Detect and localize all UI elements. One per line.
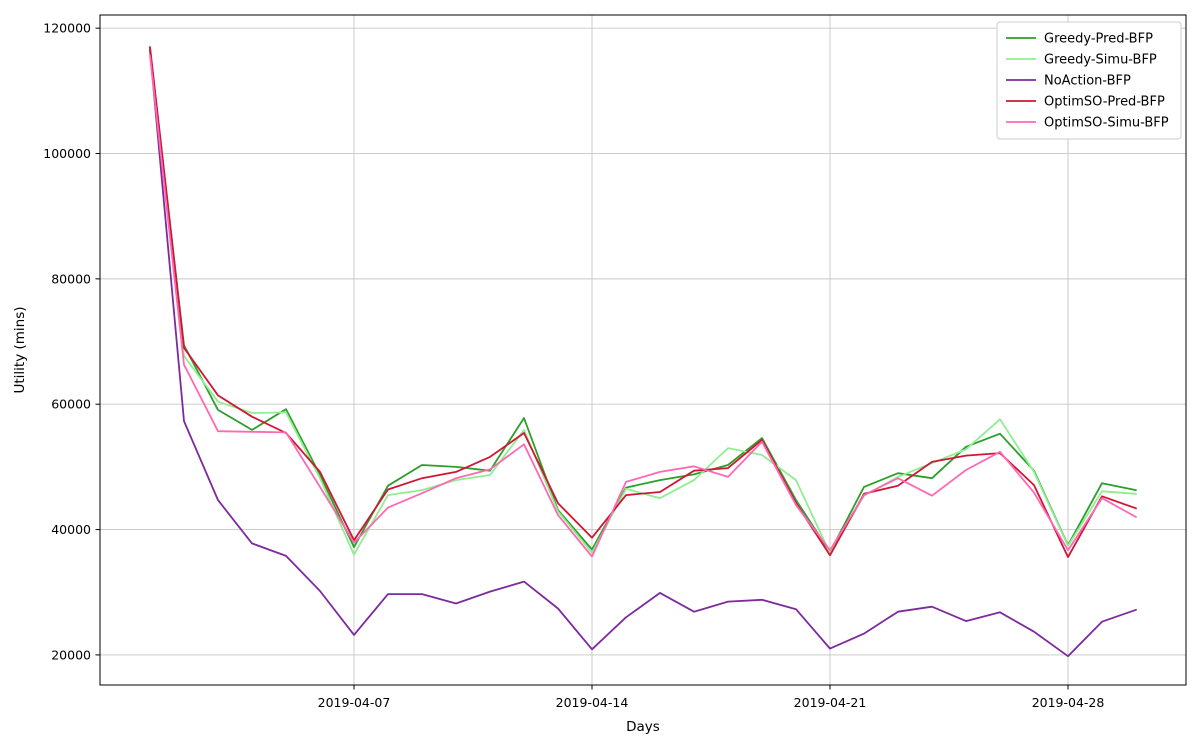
legend-label-optimso-pred-bfp: OptimSO-Pred-BFP [1044,95,1165,110]
data-series [149,46,1137,658]
legend: Greedy-Pred-BFP Greedy-Simu-BFP NoAction-B… [996,21,1182,140]
x-tick-label: 2019-04-07 [318,695,391,710]
axis-ticks: 20000 40000 60000 80000 100000 120000 2019-04-… [43,21,1104,710]
x-axis-label: Days [626,719,660,735]
y-tick-label: 100000 [43,146,91,161]
y-tick-label: 120000 [43,21,91,36]
legend-label-optimso-simu-bfp: OptimSO-Simu-BFP [1044,116,1169,131]
y-tick-label: 20000 [51,647,91,662]
y-axis-label: Utility (mins) [12,306,28,393]
legend-label-noaction-bfp: NoAction-BFP [1044,74,1131,89]
legend-box [996,21,1182,140]
y-tick-label: 60000 [51,397,91,412]
x-tick-label: 2019-04-28 [1032,695,1105,710]
y-tick-label: 80000 [51,271,91,286]
series-line-greedy-simu-bfp [149,50,1137,556]
plot-border [99,14,1187,686]
grid-lines [100,15,1186,685]
x-tick-label: 2019-04-14 [556,695,629,710]
legend-label-greedy-pred-bfp: Greedy-Pred-BFP [1044,32,1153,47]
legend-label-greedy-simu-bfp: Greedy-Simu-BFP [1044,53,1157,68]
series-line-optimso-simu-bfp [149,54,1137,558]
y-tick-label: 40000 [51,522,91,537]
x-tick-label: 2019-04-21 [794,695,867,710]
series-line-noaction-bfp [149,49,1137,658]
series-line-optimso-pred-bfp [149,46,1137,558]
